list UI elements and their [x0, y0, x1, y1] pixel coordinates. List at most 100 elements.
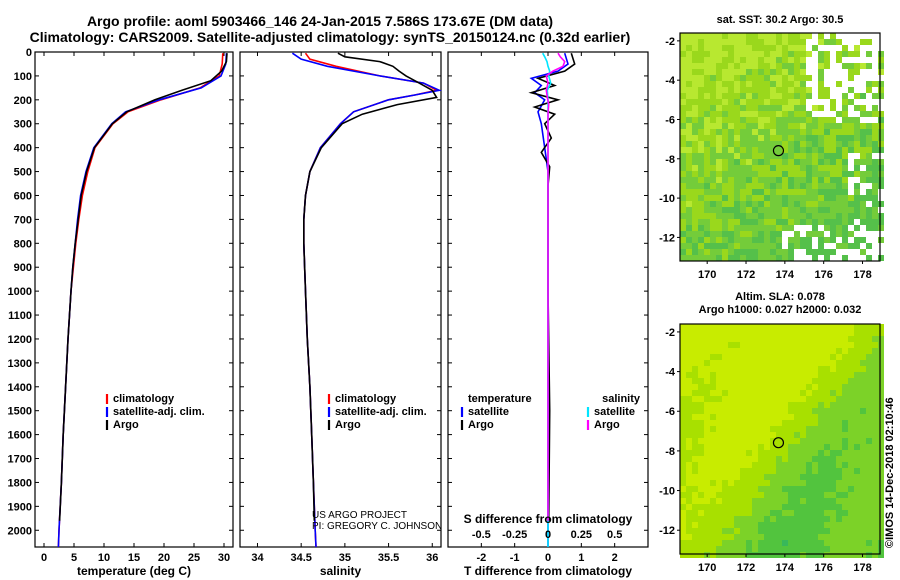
map-cell — [878, 354, 884, 360]
map-cell — [866, 165, 872, 171]
map-cell — [734, 546, 740, 552]
map-cell — [734, 93, 740, 99]
map-cell — [764, 540, 770, 546]
map-cell — [866, 213, 872, 219]
map-cell — [704, 348, 710, 354]
map-cell — [818, 354, 824, 360]
map-cell — [872, 183, 878, 189]
salinity-panel: 34 34.5 35 35.5 36salinityclimatologysatelli… — [239, 51, 442, 578]
map-cell — [734, 408, 740, 414]
map-cell — [830, 330, 836, 336]
map-cell — [818, 366, 824, 372]
map-cell — [698, 123, 704, 129]
map-cell — [776, 504, 782, 510]
map-cell — [818, 87, 824, 93]
map-cell — [752, 129, 758, 135]
map-cell — [818, 360, 824, 366]
map-cell — [698, 141, 704, 147]
map-cell — [866, 474, 872, 480]
map-cell — [842, 207, 848, 213]
map-cell — [710, 237, 716, 243]
map-cell — [806, 153, 812, 159]
map-cell — [770, 408, 776, 414]
map-cell — [752, 141, 758, 147]
map-cell — [752, 348, 758, 354]
map-cell — [680, 195, 686, 201]
map-cell — [752, 39, 758, 45]
map-cell — [680, 390, 686, 396]
map-cell — [866, 486, 872, 492]
map-cell — [734, 522, 740, 528]
map-cell — [878, 444, 884, 450]
y-tick-label: -8 — [665, 154, 675, 166]
map-cell — [812, 147, 818, 153]
map-cell — [722, 504, 728, 510]
map-cell — [806, 207, 812, 213]
map-cell — [806, 486, 812, 492]
map-cell — [842, 39, 848, 45]
map-cell — [812, 117, 818, 123]
map-cell — [848, 492, 854, 498]
map-cell — [842, 516, 848, 522]
map-cell — [872, 69, 878, 75]
map-cell — [848, 402, 854, 408]
map-cell — [704, 546, 710, 552]
map-cell — [794, 414, 800, 420]
map-cell — [722, 147, 728, 153]
map-cell — [770, 468, 776, 474]
map-cell — [788, 75, 794, 81]
map-cell — [788, 99, 794, 105]
map-cell — [710, 225, 716, 231]
map-cell — [752, 468, 758, 474]
map-cell — [878, 480, 884, 486]
legend-label: Argo — [335, 419, 361, 431]
map-cell — [866, 207, 872, 213]
map-cell — [806, 432, 812, 438]
map-cell — [698, 378, 704, 384]
map-cell — [794, 153, 800, 159]
map-cell — [692, 516, 698, 522]
map-cell — [728, 237, 734, 243]
map-cell — [734, 474, 740, 480]
legend-sal-title: salinity — [602, 393, 641, 405]
map-cell — [686, 57, 692, 63]
map-cell — [878, 516, 884, 522]
map-cell — [824, 498, 830, 504]
map-cell — [704, 498, 710, 504]
map-cell — [782, 195, 788, 201]
map-cell — [872, 342, 878, 348]
map-cell — [860, 45, 866, 51]
map-cell — [776, 426, 782, 432]
y-tick-label: 1400 — [8, 382, 32, 394]
map-cell — [830, 378, 836, 384]
map-cell — [824, 456, 830, 462]
map-cell — [776, 81, 782, 87]
map-cell — [722, 468, 728, 474]
map-cell — [848, 456, 854, 462]
map-cell — [728, 201, 734, 207]
map-cell — [848, 123, 854, 129]
map-cell — [848, 171, 854, 177]
map-cell — [710, 354, 716, 360]
map-cell — [776, 147, 782, 153]
map-cell — [752, 249, 758, 255]
map-cell — [818, 189, 824, 195]
map-cell — [794, 510, 800, 516]
map-cell — [680, 153, 686, 159]
map-cell — [788, 540, 794, 546]
map-cell — [806, 171, 812, 177]
map-cell — [794, 432, 800, 438]
map-cell — [788, 546, 794, 552]
map-cell — [854, 402, 860, 408]
map-cell — [806, 408, 812, 414]
map-cell — [716, 396, 722, 402]
map-cell — [818, 438, 824, 444]
map-cell — [680, 57, 686, 63]
map-cell — [722, 57, 728, 63]
map-cell — [782, 534, 788, 540]
map-cell — [872, 384, 878, 390]
map-cell — [746, 81, 752, 87]
map-cell — [848, 219, 854, 225]
map-cell — [776, 372, 782, 378]
map-cell — [698, 546, 704, 552]
